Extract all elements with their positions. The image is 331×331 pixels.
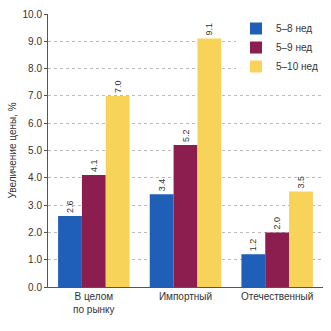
svg-text:3.4: 3.4 [157,179,167,192]
svg-text:3.5: 3.5 [296,176,306,189]
svg-text:8.0: 8.0 [28,63,42,74]
svg-text:5.0: 5.0 [28,145,42,156]
svg-text:9.0: 9.0 [28,36,42,47]
svg-text:5–10 нед: 5–10 нед [276,61,318,72]
svg-text:Отечественный: Отечественный [241,291,313,302]
svg-text:3.0: 3.0 [28,200,42,211]
svg-text:5–8 нед: 5–8 нед [276,23,312,34]
svg-text:9.1: 9.1 [204,23,214,36]
svg-text:1.2: 1.2 [248,239,258,252]
svg-text:В целомпо рынку: В целомпо рынку [73,291,115,315]
svg-text:2.6: 2.6 [65,201,75,214]
svg-text:5–9 нед: 5–9 нед [276,42,312,53]
svg-text:10.0: 10.0 [23,9,43,20]
svg-text:4.0: 4.0 [28,172,42,183]
svg-text:2.0: 2.0 [272,217,282,230]
svg-text:7.0: 7.0 [28,90,42,101]
svg-text:6.0: 6.0 [28,118,42,129]
svg-text:5.2: 5.2 [181,130,191,143]
svg-text:7.0: 7.0 [113,80,123,93]
svg-text:Импортный: Импортный [159,291,212,302]
svg-text:Увеличение цены, %: Увеличение цены, % [7,102,18,198]
svg-text:2.0: 2.0 [28,227,42,238]
svg-text:0.0: 0.0 [28,282,42,293]
svg-text:4.1: 4.1 [89,160,99,173]
svg-text:1.0: 1.0 [28,254,42,265]
